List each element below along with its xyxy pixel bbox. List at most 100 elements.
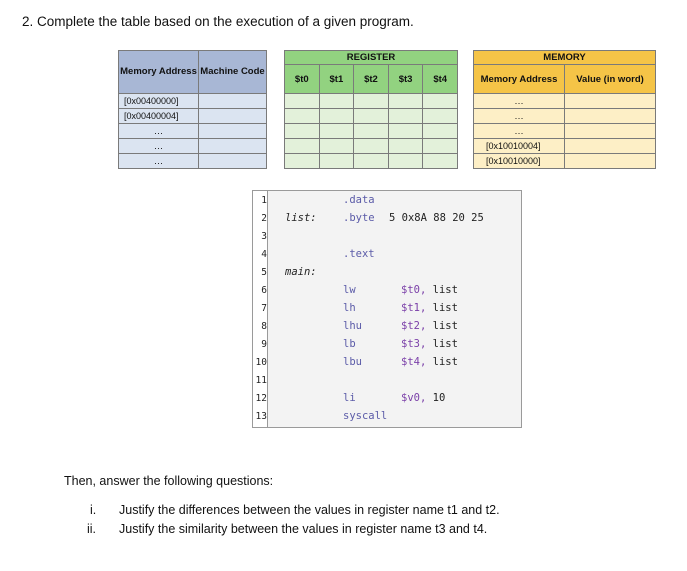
- register-cell[interactable]: [387, 138, 424, 154]
- register-cell[interactable]: [387, 123, 424, 139]
- memory-address-cell: …: [473, 108, 565, 124]
- address-cell: …: [118, 138, 199, 154]
- code-directive: .data: [343, 194, 375, 206]
- memory-address-cell: [0x10010004]: [473, 138, 565, 154]
- code-instruction: li: [343, 392, 356, 404]
- register-cell[interactable]: [422, 138, 458, 154]
- machine-code-header: Machine Code: [198, 50, 267, 94]
- register-cell[interactable]: [353, 93, 389, 109]
- table-row: …: [118, 138, 267, 154]
- code-label: list:: [285, 212, 317, 224]
- table-row: [284, 123, 458, 139]
- line-number: 12: [255, 393, 267, 404]
- register-cell[interactable]: [284, 153, 320, 169]
- register-cell[interactable]: [318, 123, 355, 139]
- memory-address-cell: …: [473, 123, 565, 139]
- line-number: 1: [261, 195, 267, 206]
- register-cell[interactable]: [318, 153, 355, 169]
- memory-value-cell[interactable]: [564, 123, 656, 139]
- code-args: 5 0x8A 88 20 25: [389, 212, 484, 224]
- table-row: …: [473, 108, 656, 124]
- line-number: 2: [261, 213, 267, 224]
- register-cell[interactable]: [353, 123, 389, 139]
- table-row: …: [473, 123, 656, 139]
- register-header-t0: $t0: [284, 64, 320, 94]
- table-row: [284, 153, 458, 169]
- table-row: [0x00400004]: [118, 108, 267, 124]
- memory-address-cell: [0x10010000]: [473, 153, 565, 169]
- register-cell[interactable]: [422, 153, 458, 169]
- register-header-t1: $t1: [318, 64, 355, 94]
- questions-intro: Then, answer the following questions:: [64, 474, 274, 488]
- register-cell[interactable]: [387, 153, 424, 169]
- code-instruction: lb: [343, 338, 356, 350]
- table-row: [284, 138, 458, 154]
- table-row: [0x10010000]: [473, 153, 656, 169]
- register-cell[interactable]: [422, 123, 458, 139]
- register-cell[interactable]: [353, 153, 389, 169]
- line-number: 9: [261, 339, 267, 350]
- memory-value-cell[interactable]: [564, 108, 656, 124]
- register-header-t4: $t4: [422, 64, 458, 94]
- code-args: $t0, list: [401, 284, 458, 296]
- register-cell[interactable]: [387, 108, 424, 124]
- memory-address-header: Memory Address: [118, 50, 199, 94]
- code-instruction: lw: [343, 284, 356, 296]
- register-table: REGISTER $t0 $t1 $t2 $t3 $t4: [284, 50, 458, 169]
- table-row: [284, 93, 458, 109]
- table-row: …: [118, 153, 267, 169]
- line-number: 10: [255, 357, 267, 368]
- memory-address-cell: …: [473, 93, 565, 109]
- register-cell[interactable]: [353, 108, 389, 124]
- register-cell[interactable]: [284, 93, 320, 109]
- code-directive: .byte: [343, 212, 375, 224]
- machine-code-cell[interactable]: [198, 93, 267, 109]
- code-args: $t2, list: [401, 320, 458, 332]
- address-cell: …: [118, 123, 199, 139]
- code-args: $t3, list: [401, 338, 458, 350]
- memory-value-header: Value (in word): [564, 64, 656, 94]
- table-row: [284, 108, 458, 124]
- register-cell[interactable]: [387, 93, 424, 109]
- question-text: Justify the similarity between the value…: [119, 522, 488, 536]
- register-cell[interactable]: [422, 93, 458, 109]
- register-cell[interactable]: [353, 138, 389, 154]
- memory-title: MEMORY: [473, 50, 656, 65]
- machine-code-cell[interactable]: [198, 123, 267, 139]
- register-cell[interactable]: [284, 138, 320, 154]
- question-title: 2. Complete the table based on the execu…: [22, 14, 414, 29]
- register-cell[interactable]: [318, 138, 355, 154]
- memory-value-cell[interactable]: [564, 93, 656, 109]
- register-cell[interactable]: [318, 108, 355, 124]
- line-number: 7: [261, 303, 267, 314]
- register-cell[interactable]: [318, 93, 355, 109]
- line-number: 6: [261, 285, 267, 296]
- table-row: [0x10010004]: [473, 138, 656, 154]
- register-header-t2: $t2: [353, 64, 389, 94]
- question-text: Justify the differences between the valu…: [119, 503, 500, 517]
- memory-value-cell[interactable]: [564, 138, 656, 154]
- machine-code-cell[interactable]: [198, 138, 267, 154]
- memory-address-header: Memory Address: [473, 64, 565, 94]
- line-number: 13: [255, 411, 267, 422]
- register-cell[interactable]: [422, 108, 458, 124]
- table-row: …: [118, 123, 267, 139]
- line-number: 11: [255, 375, 267, 386]
- line-number: 3: [261, 231, 267, 242]
- code-instruction: lhu: [343, 320, 362, 332]
- register-cell[interactable]: [284, 123, 320, 139]
- code-listing: 1 2 3 4 5 6 7 8 9 10 11 12 13 .data list…: [252, 190, 522, 428]
- code-instruction: syscall: [343, 410, 388, 422]
- register-cell[interactable]: [284, 108, 320, 124]
- line-number: 5: [261, 267, 267, 278]
- memory-value-cell[interactable]: [564, 153, 656, 169]
- question-number: i.: [90, 503, 97, 517]
- machine-code-table: Memory Address Machine Code [0x00400000]…: [118, 50, 267, 169]
- question-number: ii.: [87, 522, 97, 536]
- table-row: …: [473, 93, 656, 109]
- line-number: 4: [261, 249, 267, 260]
- machine-code-cell[interactable]: [198, 108, 267, 124]
- address-cell: …: [118, 153, 199, 169]
- address-cell: [0x00400004]: [118, 108, 199, 124]
- machine-code-cell[interactable]: [198, 153, 267, 169]
